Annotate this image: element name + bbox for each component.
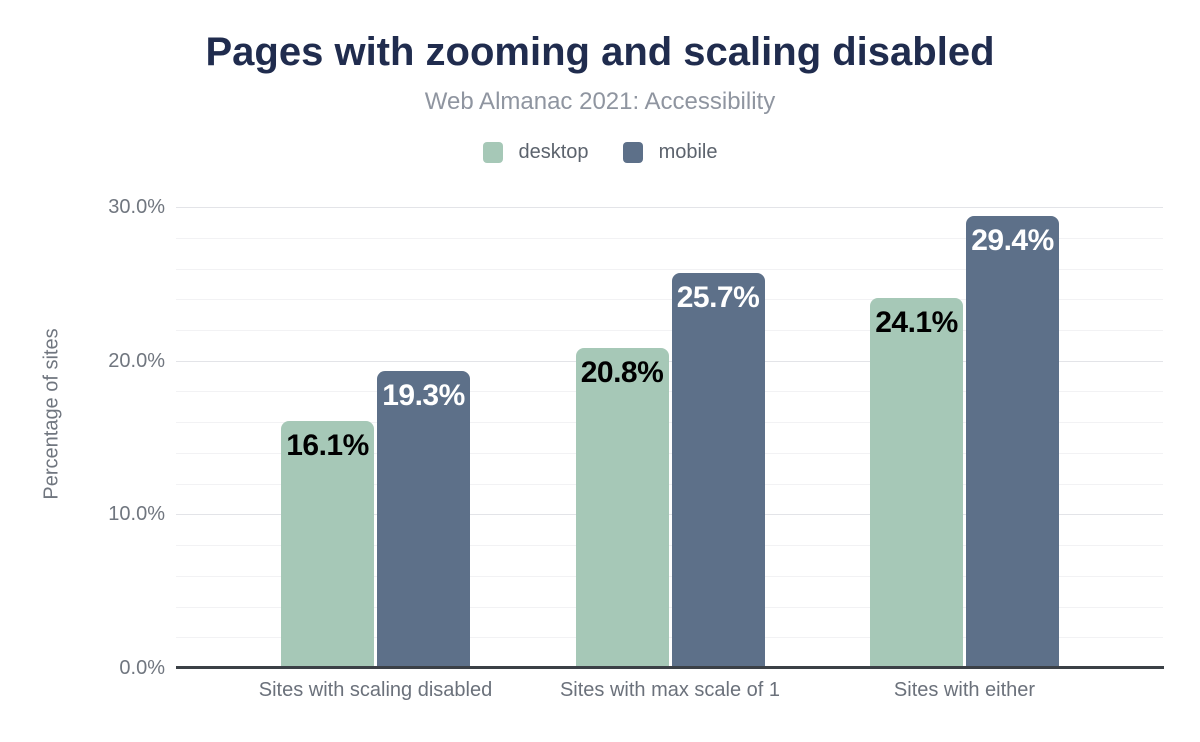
- mobile-legend-swatch-icon: [622, 142, 643, 163]
- minor-gridline: [176, 237, 1163, 239]
- bar-desktop-3: 24.1%: [870, 297, 963, 668]
- minor-gridline: [176, 299, 1163, 301]
- legend-label-mobile: mobile: [658, 141, 718, 163]
- minor-gridline: [176, 268, 1163, 270]
- bar-value-label-mobile-3: 29.4%: [971, 224, 1054, 258]
- bar-desktop-2: 20.8%: [575, 348, 669, 668]
- y-tick-label-00: 0.0%: [119, 657, 165, 679]
- legend-label-desktop: desktop: [518, 141, 589, 163]
- major-gridline: [176, 360, 1163, 362]
- x-category-label-3: Sites with either: [893, 679, 1036, 701]
- plot-area: 16.1% 20.8% 24.1% 19.3% 25.7% 29.4%: [176, 207, 1163, 668]
- y-tick-label-300: 30.0%: [108, 196, 165, 218]
- minor-gridline: [176, 637, 1163, 639]
- bar-value-label-mobile-1: 19.3%: [382, 379, 465, 413]
- minor-gridline: [176, 575, 1163, 577]
- x-category-label-2: Sites with max scale of 1: [559, 679, 781, 701]
- minor-gridline: [176, 483, 1163, 485]
- x-category-label-1: Sites with scaling disabled: [258, 679, 493, 701]
- minor-gridline: [176, 422, 1163, 424]
- major-gridline: [176, 207, 1163, 208]
- y-tick-label-200: 20.0%: [108, 349, 165, 372]
- minor-gridline: [176, 391, 1163, 393]
- legend: desktop mobile: [0, 141, 1200, 164]
- bar-mobile-1: 19.3%: [377, 371, 470, 668]
- x-axis-line: [176, 666, 1164, 669]
- chart-subtitle: Web Almanac 2021: Accessibility: [424, 88, 776, 115]
- bar-mobile-3: 29.4%: [966, 216, 1059, 668]
- desktop-legend-swatch-icon: [482, 142, 503, 163]
- major-gridline: [176, 514, 1163, 516]
- y-tick-label-100: 10.0%: [108, 503, 165, 526]
- legend-item-mobile: mobile: [622, 141, 718, 164]
- bar-value-label-desktop-1: 16.1%: [286, 428, 369, 462]
- bar-value-label-desktop-2: 20.8%: [580, 356, 664, 390]
- minor-gridline: [176, 452, 1163, 454]
- legend-item-desktop: desktop: [482, 141, 589, 164]
- bar-desktop-1: 16.1%: [281, 420, 374, 668]
- minor-gridline: [176, 606, 1163, 608]
- minor-gridline: [176, 545, 1163, 547]
- bar-mobile-2: 25.7%: [671, 273, 765, 668]
- bar-value-label-mobile-2: 25.7%: [676, 281, 760, 315]
- bar-value-label-desktop-3: 24.1%: [875, 305, 958, 339]
- minor-gridline: [176, 329, 1163, 331]
- chart-title: Pages with zooming and scaling disabled: [205, 30, 995, 74]
